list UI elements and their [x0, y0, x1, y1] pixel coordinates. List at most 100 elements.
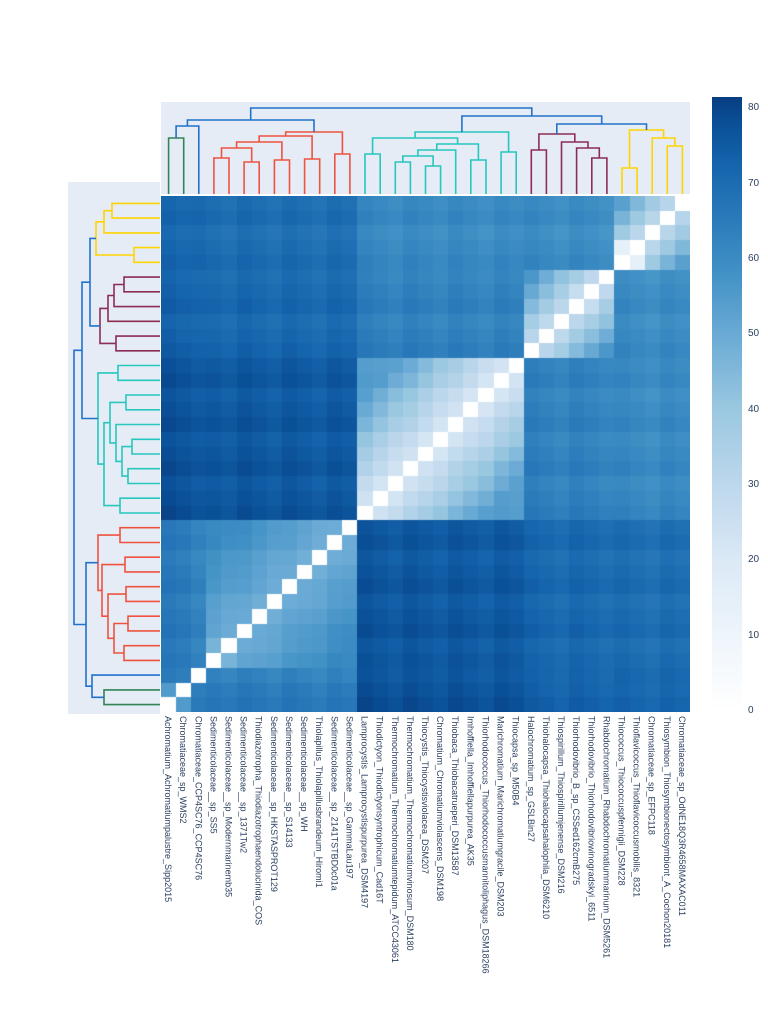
column-label: Halochromatium_sp_GSLBin27: [525, 716, 536, 843]
dendrogram-link-teal[interactable]: [121, 445, 132, 477]
column-label: Chromatiaceae_sp_WMS2: [178, 716, 189, 824]
left-dendrogram[interactable]: [68, 182, 160, 714]
dendrogram-link-teal[interactable]: [103, 421, 120, 507]
column-label: Thiohalocapsa_Thiohalocapsahalophila_DSM…: [540, 716, 551, 920]
column-label: Marichromatium_Marichromatiumgracile_DSM…: [495, 716, 506, 917]
column-label: Sedimenticolaceae__sp_HKSTASPROT129: [268, 716, 279, 892]
column-label: Chromatium_Chromatiumviolascens_DSM198: [435, 716, 446, 902]
dendrogram-link-teal[interactable]: [97, 372, 118, 465]
left-dendrogram-panel: [68, 182, 160, 714]
dendrogram-link-teal[interactable]: [424, 165, 442, 194]
column-label: Thioflavicoccus_Thioflavicoccusmobilis_8…: [631, 716, 642, 898]
colorbar-tick-label: 20: [748, 554, 760, 566]
colorbar-tick-label: 80: [748, 102, 760, 114]
dendrogram-link-red[interactable]: [273, 159, 291, 194]
dendrogram-link-green[interactable]: [167, 137, 185, 194]
dendrogram-link-teal[interactable]: [364, 153, 381, 194]
column-label: Sedimenticolaceae__sp_1371Tw2: [238, 716, 249, 854]
column-label: Sedimenticolaceae__sp_WH: [299, 716, 310, 832]
dendrogram-link-yellow[interactable]: [666, 145, 684, 194]
column-label: Chromatiaceae_sp_EFPC118: [646, 716, 657, 835]
dendrogram-link-teal[interactable]: [109, 401, 126, 444]
dendrogram-link-blue[interactable]: [85, 561, 98, 688]
column-label: Thiocystis_Thiocystisviolacea_DSM207: [420, 716, 430, 875]
dendrogram-link-red[interactable]: [124, 556, 160, 573]
dendrogram-link-maroon[interactable]: [123, 276, 160, 293]
column-label: Thermochromatium_Thermochromatiumtepidum…: [389, 716, 400, 963]
dendrogram-link-maroon[interactable]: [107, 294, 160, 323]
column-label: Thiocapsa_sp_M50B4: [510, 716, 521, 806]
colorbar-tick-label: 70: [748, 177, 760, 189]
dendrogram-link-red[interactable]: [113, 622, 128, 654]
dendrogram-link-teal[interactable]: [394, 161, 412, 194]
dendrogram-link-blue[interactable]: [91, 674, 160, 699]
dendrogram-link-red[interactable]: [125, 585, 160, 603]
column-label: Thiosymbion_Thiosymbionectosymbiont_A_Co…: [661, 716, 672, 949]
dendrogram-link-maroon[interactable]: [113, 283, 160, 308]
dendrogram-link-teal[interactable]: [117, 364, 160, 382]
dendrogram-link-red[interactable]: [127, 615, 160, 632]
dendrogram-link-red[interactable]: [258, 135, 313, 159]
column-label: Thiodiazotropha_Thiodiazotrophaendolucin…: [253, 716, 264, 926]
dendrogram-link-teal[interactable]: [414, 131, 510, 152]
dendrogram-link-teal[interactable]: [469, 159, 487, 194]
dendrogram-link-blue[interactable]: [249, 107, 533, 120]
dendrogram-link-red[interactable]: [107, 593, 126, 640]
column-label: Sedimenticolaceae__sp_Modernmarinemb35: [223, 716, 234, 898]
dendrogram-link-maroon[interactable]: [560, 141, 589, 194]
dendrogram-link-blue[interactable]: [73, 349, 86, 626]
dendrogram-link-blue[interactable]: [555, 123, 648, 134]
dendrogram-link-maroon[interactable]: [575, 147, 601, 194]
dendrogram-link-red[interactable]: [213, 157, 230, 194]
dendrogram-link-yellow[interactable]: [95, 220, 134, 256]
column-label: Thiospirillum_Thiospirillumjenense_DSM21…: [556, 716, 567, 894]
column-label: Thiorhodococcus_Thiorhodococcusmannitoli…: [480, 716, 491, 974]
column-label: Thiococcus_Thiococcuspfennigii_DSM228: [616, 716, 627, 886]
dendrogram-link-red[interactable]: [101, 563, 125, 618]
dendrogram-link-maroon[interactable]: [590, 157, 608, 194]
colorbar-tick-label: 30: [748, 478, 760, 490]
dendrogram-link-red[interactable]: [303, 158, 321, 194]
column-label: Chromatiaceae_sp_OdNE18Q3R4658MAXAC011: [676, 716, 687, 916]
dendrogram-link-teal[interactable]: [131, 438, 160, 455]
dendrogram-link-teal[interactable]: [500, 151, 518, 194]
dendrogram-link-blue[interactable]: [186, 119, 315, 132]
column-label: Thermochromatium_Thermochromatiumvinosum…: [404, 716, 415, 951]
dendrogram-link-red[interactable]: [220, 147, 253, 162]
column-label: Sedimenticolaceae__sp_SS5: [208, 716, 219, 834]
dendrogram-link-yellow[interactable]: [111, 202, 160, 219]
top-dendrogram-panel: [161, 102, 690, 194]
top-dendrogram[interactable]: [161, 102, 690, 194]
colorbar-tick-label: 40: [748, 403, 760, 415]
column-label: Thiorhodovibrio_B_sp_CSSed162cmB275: [571, 716, 582, 886]
column-label: Lamprocystis_Lamprocystispurpurea_DSM419…: [359, 716, 370, 909]
dendrogram-link-yellow[interactable]: [621, 167, 638, 194]
dendrogram-link-green[interactable]: [103, 689, 160, 706]
dendrogram-link-teal[interactable]: [435, 143, 480, 160]
dendrogram-link-teal[interactable]: [119, 497, 160, 514]
dendrogram-link-teal[interactable]: [371, 137, 459, 154]
dendrogram-link-red[interactable]: [243, 161, 260, 194]
dendrogram-link-red[interactable]: [235, 141, 283, 160]
dendrogram-link-teal[interactable]: [402, 155, 434, 166]
dendrogram-link-blue[interactable]: [175, 125, 200, 194]
dendrogram-link-yellow[interactable]: [628, 129, 665, 168]
dendrogram-link-red[interactable]: [334, 153, 351, 194]
dendrogram-link-yellow[interactable]: [133, 246, 160, 264]
column-label: Chromatiaceae_CCP4SC76_CCP4SC76: [193, 716, 204, 881]
column-label: Sedimenticolaceae__sp_2141TSTBD0c01a: [329, 716, 340, 891]
dendrogram-link-maroon[interactable]: [115, 335, 160, 352]
dendrogram-link-teal[interactable]: [127, 467, 160, 485]
column-label: Rhabdochromatium_Rhabdochromatiummarinum…: [601, 716, 612, 959]
dendrogram-link-maroon[interactable]: [530, 149, 548, 194]
dendrogram-link-blue[interactable]: [89, 237, 100, 327]
colorbar-tick-label: 50: [748, 328, 760, 340]
column-label: Thiolapillus_Thiolapillusbrandeum_Hiromi…: [314, 716, 325, 888]
dendrogram-link-red[interactable]: [119, 526, 160, 544]
dendrogram-link-teal[interactable]: [125, 394, 160, 411]
colorbar-tick-label: 10: [748, 629, 760, 641]
colorbar: [712, 97, 742, 711]
heatmap[interactable]: [161, 196, 690, 712]
dendrogram-link-red[interactable]: [123, 644, 160, 662]
